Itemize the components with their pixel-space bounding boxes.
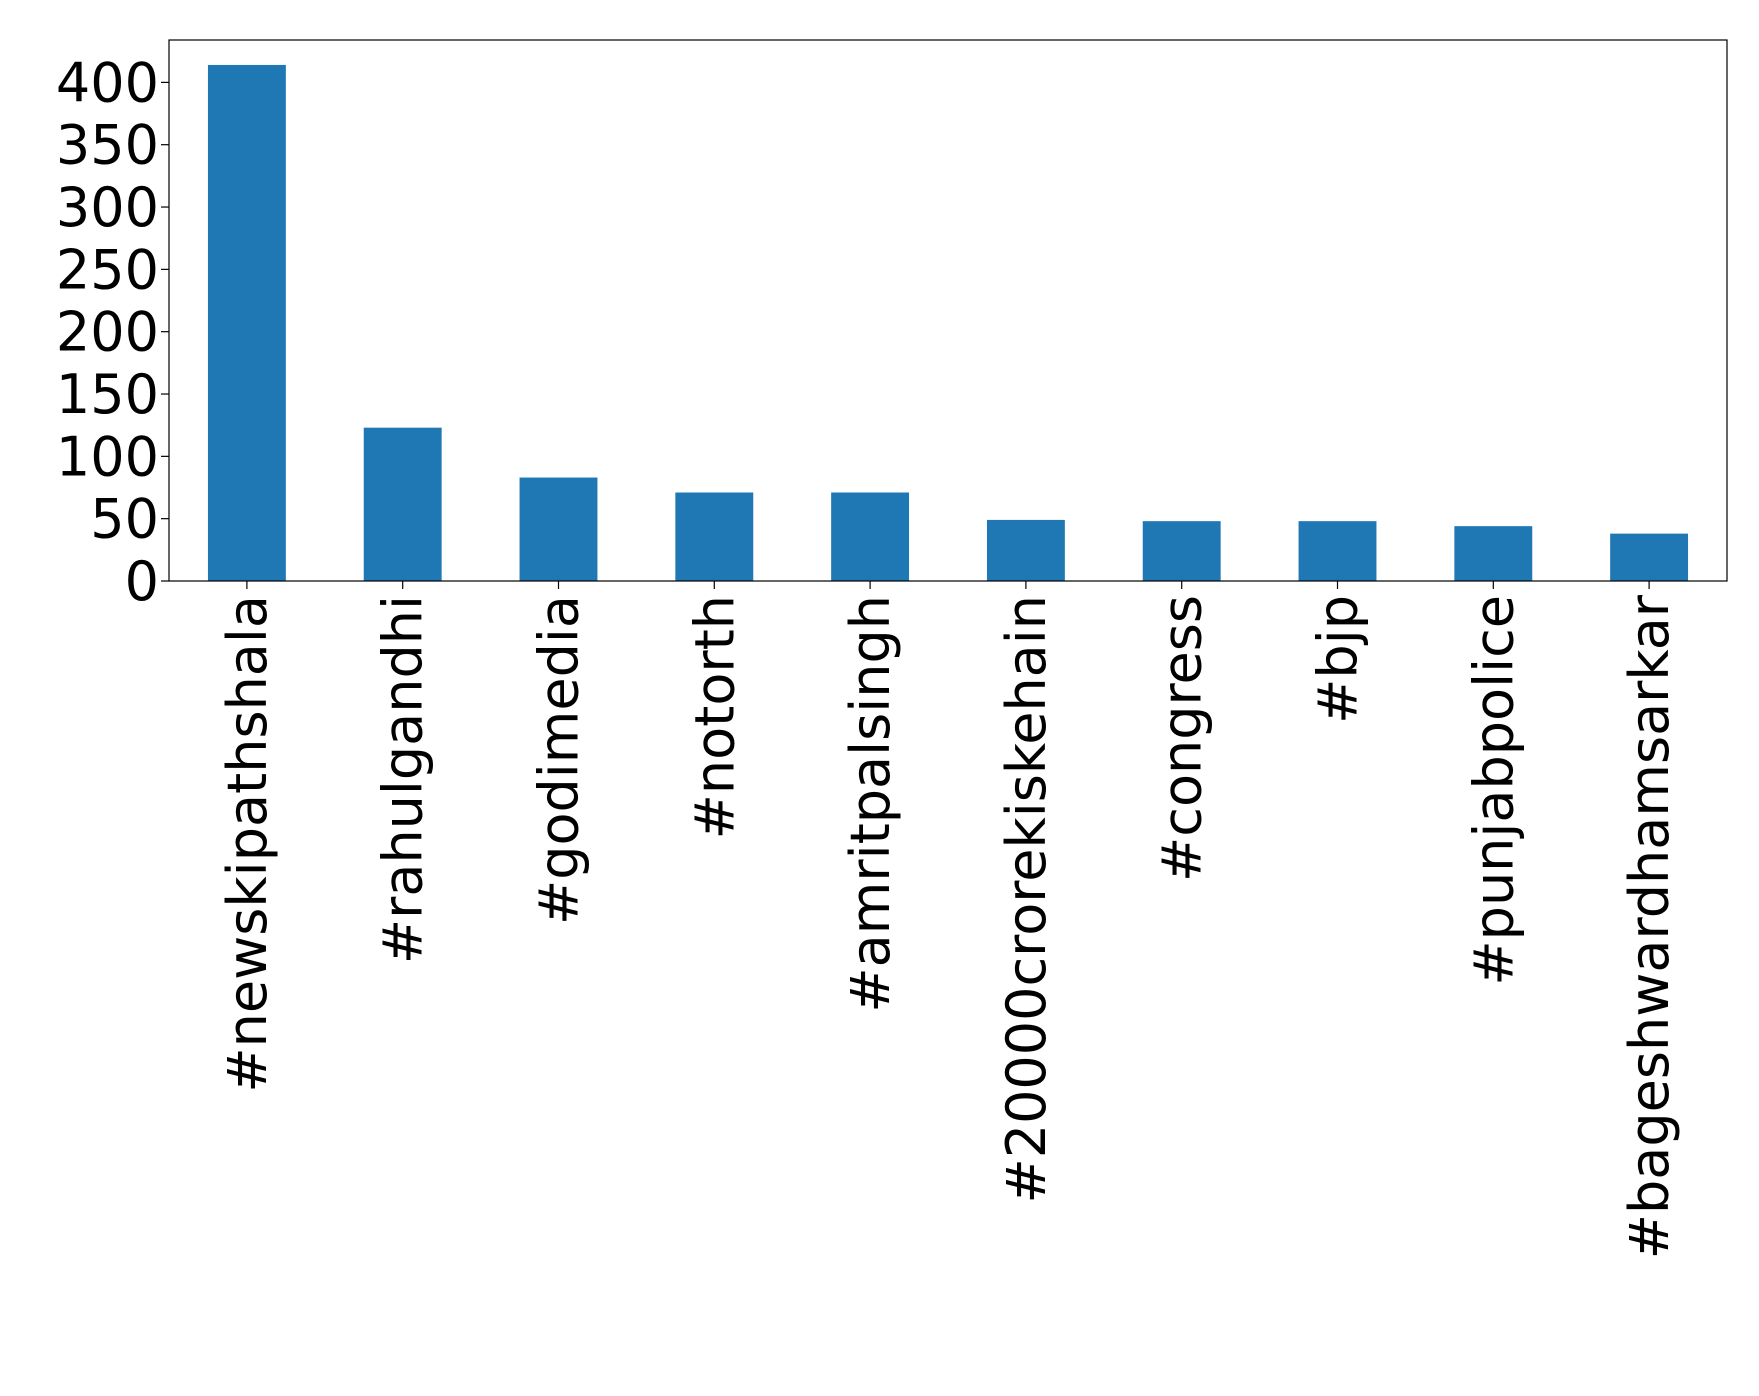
x-tick-label: #amritpalsingh — [839, 595, 902, 1013]
bar — [519, 477, 598, 581]
bar — [1142, 521, 1221, 581]
y-tick-label: 0 — [125, 550, 159, 613]
bar — [1610, 533, 1689, 581]
y-tick-label: 250 — [56, 238, 159, 301]
y-tick-label: 100 — [56, 425, 159, 488]
bar — [363, 427, 442, 581]
bar — [831, 492, 910, 581]
x-tick-label: #notorth — [683, 595, 746, 839]
x-tick-label: #godimedia — [528, 595, 591, 925]
y-tick-label: 350 — [56, 114, 159, 177]
x-tick-label: #punjabpolice — [1462, 595, 1525, 986]
x-tick-label: #bageshwardhamsarkar — [1618, 594, 1681, 1259]
y-tick-label: 50 — [90, 488, 159, 551]
bar — [986, 519, 1065, 581]
x-tick-label: #20000crorekiskehain — [995, 595, 1058, 1204]
x-tick-label: #rahulgandhi — [372, 595, 435, 964]
y-tick-label: 150 — [56, 363, 159, 426]
bar — [675, 492, 754, 581]
x-tick-label: #newskipathshala — [216, 595, 279, 1093]
bar — [1298, 521, 1377, 581]
y-tick-label: 200 — [56, 301, 159, 364]
y-tick-label: 300 — [56, 176, 159, 239]
x-tick-label: #bjp — [1307, 595, 1370, 724]
y-tick-label: 400 — [56, 51, 159, 114]
axes-frame — [168, 39, 1728, 582]
bar — [1454, 526, 1533, 581]
bar — [207, 64, 286, 581]
x-tick-label: #congress — [1151, 595, 1214, 882]
